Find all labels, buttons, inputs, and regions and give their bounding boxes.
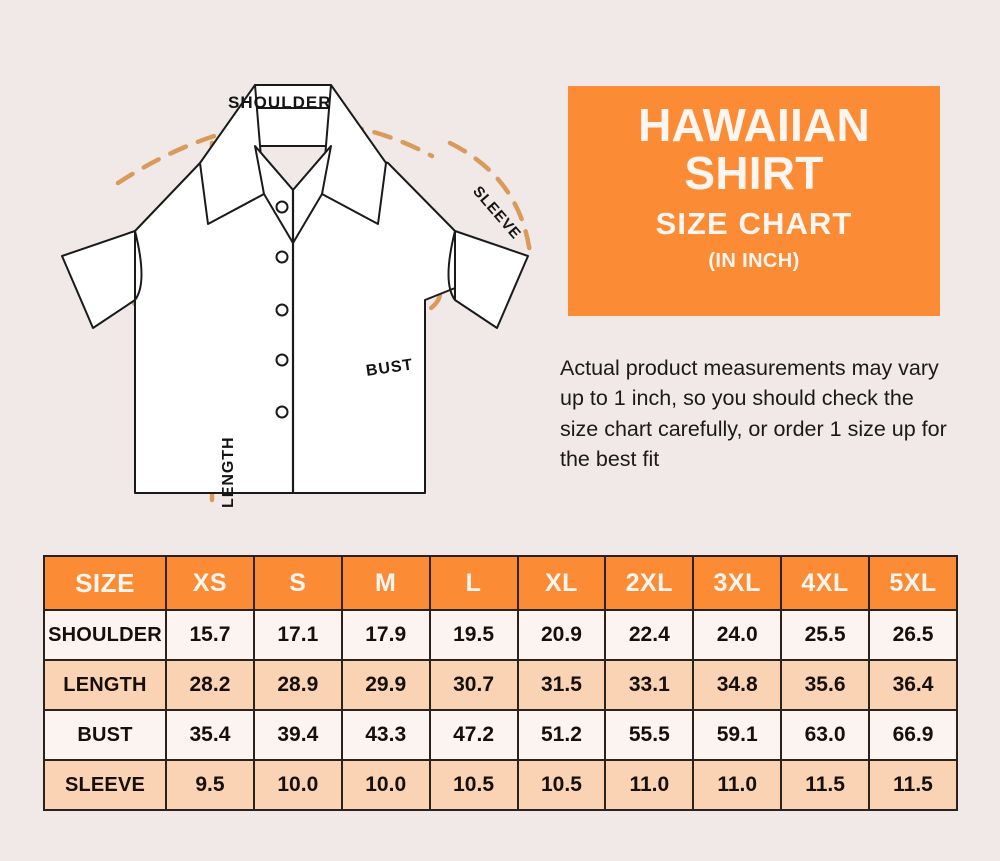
title-block: HAWAIIAN SHIRT SIZE CHART (IN INCH) [568,86,940,316]
cell-sleeve-4xl: 11.5 [780,759,870,811]
cell-shoulder-xs: 15.7 [165,609,255,661]
cell-length-s: 28.9 [252,659,343,711]
cell-length-l: 30.7 [428,659,519,711]
sleeve-guide-line [447,140,533,256]
cell-bust-s: 39.4 [252,709,343,761]
header-cell-2xl: 2XL [604,555,695,611]
table-header: SIZE XS S M L XL 2XL 3XL 4XL 5XL [43,555,958,611]
table-row: SLEEVE 9.5 10.0 10.0 10.5 10.5 11.0 11.0… [43,759,958,811]
cell-bust-l: 47.2 [428,709,519,761]
table-row: SHOULDER 15.7 17.1 17.9 19.5 20.9 22.4 2… [43,609,958,661]
cell-bust-2xl: 55.5 [604,709,695,761]
length-measure-label: LENGTH [220,436,237,508]
header-cell-3xl: 3XL [692,555,783,611]
cell-shoulder-4xl: 25.5 [780,609,870,661]
description-text: Actual product measurements may vary up … [560,355,947,472]
cell-bust-xs: 35.4 [165,709,255,761]
cell-sleeve-2xl: 11.0 [604,759,695,811]
cell-length-4xl: 35.6 [780,659,870,711]
cell-sleeve-s: 10.0 [252,759,343,811]
row-label-bust: BUST [43,709,167,761]
size-chart-table: SIZE XS S M L XL 2XL 3XL 4XL 5XL SHOULDE… [43,555,958,811]
cell-bust-4xl: 63.0 [780,709,870,761]
shirt-outline [61,145,529,494]
cell-length-3xl: 34.8 [692,659,783,711]
cell-shoulder-s: 17.1 [252,609,343,661]
header-cell-size: SIZE [43,555,167,611]
cell-shoulder-xl: 20.9 [516,609,607,661]
cell-shoulder-2xl: 22.4 [604,609,695,661]
cell-shoulder-l: 19.5 [428,609,519,661]
cell-sleeve-xs: 9.5 [165,759,255,811]
row-label-length: LENGTH [43,659,167,711]
table-header-row: SIZE XS S M L XL 2XL 3XL 4XL 5XL [43,555,958,611]
cell-length-5xl: 36.4 [868,659,958,711]
header-cell-xl: XL [516,555,607,611]
cell-length-xl: 31.5 [516,659,607,711]
cell-sleeve-l: 10.5 [428,759,519,811]
title-line-shirt: SHIRT [684,146,824,199]
cell-sleeve-3xl: 11.0 [692,759,783,811]
cell-length-2xl: 33.1 [604,659,695,711]
cell-shoulder-5xl: 26.5 [868,609,958,661]
shirt-illustration [61,84,533,503]
header-cell-s: S [252,555,343,611]
header-cell-5xl: 5XL [868,555,958,611]
cell-bust-5xl: 66.9 [868,709,958,761]
shoulder-guide-line [115,119,435,186]
header-cell-4xl: 4XL [780,555,870,611]
title-line-size-chart: SIZE CHART [655,205,853,241]
cell-sleeve-m: 10.0 [340,759,431,811]
cell-length-m: 29.9 [340,659,431,711]
table-body: SHOULDER 15.7 17.1 17.9 19.5 20.9 22.4 2… [43,609,958,811]
cell-length-xs: 28.2 [165,659,255,711]
cell-bust-3xl: 59.1 [692,709,783,761]
table-row: BUST 35.4 39.4 43.3 47.2 51.2 55.5 59.1 … [43,709,958,761]
row-label-sleeve: SLEEVE [43,759,167,811]
header-cell-xs: XS [165,555,255,611]
shirt-buttons [275,200,289,419]
header-cell-m: M [340,555,431,611]
cell-shoulder-m: 17.9 [340,609,431,661]
table-row: LENGTH 28.2 28.9 29.9 30.7 31.5 33.1 34.… [43,659,958,711]
shirt-diagram: SHOULDER SLEEVE BUST LENGTH [40,38,550,518]
cell-shoulder-3xl: 24.0 [692,609,783,661]
cell-sleeve-5xl: 11.5 [868,759,958,811]
row-label-shoulder: SHOULDER [43,609,167,661]
cell-bust-xl: 51.2 [516,709,607,761]
title-line-hawaiian: HAWAIIAN [638,99,870,151]
cell-sleeve-xl: 10.5 [516,759,607,811]
cell-bust-m: 43.3 [340,709,431,761]
title-line-unit: (IN INCH) [708,249,800,272]
shirt-collar [199,84,387,244]
shoulder-measure-label: SHOULDER [228,93,332,112]
header-cell-l: L [428,555,519,611]
